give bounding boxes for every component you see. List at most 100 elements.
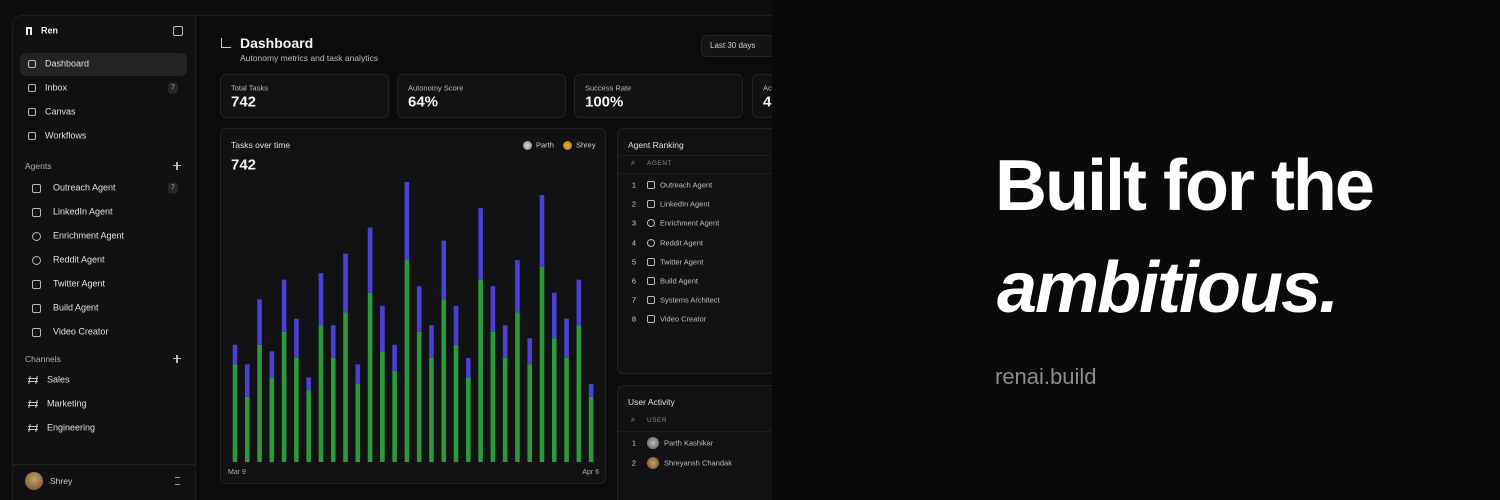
- user-menu-icon[interactable]: [175, 477, 180, 485]
- channel-label: Engineering: [47, 422, 96, 433]
- section-heading: Channels: [25, 353, 61, 364]
- bar-segment: [564, 318, 569, 358]
- page-subtitle: Autonomy metrics and task analytics: [240, 52, 378, 63]
- rank: 2: [631, 199, 637, 209]
- bar-segment: [244, 364, 250, 397]
- bar-segment: [269, 351, 275, 378]
- channel-item[interactable]: [20, 393, 187, 416]
- bar-segment: [343, 253, 348, 313]
- add-icon: [176, 354, 178, 363]
- card-title: Agent Ranking: [628, 139, 684, 150]
- agent-label: Build Agent: [53, 302, 99, 313]
- agent-label: Enrichment Agent: [53, 230, 125, 241]
- legend-avatar: [563, 141, 572, 150]
- bar-segment: [478, 279, 483, 462]
- bar-segment: [502, 325, 508, 358]
- app-screenshot: Ren Dashboard Inbox 7 Canvas Workflows Agents O…: [12, 15, 772, 500]
- channel-label: Sales: [47, 374, 70, 385]
- chart-total: 742: [231, 156, 257, 174]
- agent-name: Twitter Agent: [660, 257, 704, 267]
- bar-segment: [466, 357, 471, 378]
- legend-label: Shrey: [576, 140, 596, 150]
- icon: [647, 257, 655, 266]
- nav-label: Inbox: [45, 82, 68, 93]
- icon: [647, 296, 655, 305]
- bar-segment: [515, 260, 520, 313]
- range-label: Last 30 days: [710, 41, 756, 50]
- icon: [32, 183, 41, 193]
- channel-label: Marketing: [47, 398, 87, 409]
- brand-name: Ren: [41, 25, 59, 36]
- icon: [647, 277, 655, 285]
- icon: [647, 200, 655, 209]
- bar-segment: [380, 305, 385, 352]
- icon: [32, 303, 41, 313]
- rank: 1: [631, 438, 637, 448]
- icon: [32, 255, 41, 265]
- rank: 4: [631, 237, 637, 247]
- bar-segment: [404, 182, 410, 261]
- bar-segment: [527, 364, 533, 462]
- user-avatar: [647, 457, 659, 469]
- icon: [647, 315, 655, 324]
- x-tick-label: Mar 9: [228, 469, 246, 476]
- icon: [28, 60, 36, 68]
- rank: 5: [631, 257, 637, 267]
- bar-segment: [539, 266, 545, 462]
- user-name: Shreyansh Chandak: [664, 458, 732, 468]
- row-divider: [618, 431, 772, 432]
- nav-label: Canvas: [45, 106, 76, 117]
- bar-segment: [343, 312, 348, 462]
- activity-card: [617, 385, 772, 500]
- stat-card: [397, 74, 566, 118]
- bar-segment: [502, 357, 508, 462]
- user-name: Parth Kashikar: [664, 438, 714, 448]
- ranking-card: [617, 128, 772, 374]
- stat-value: 4: [763, 93, 772, 111]
- legend-avatar: [523, 141, 532, 150]
- nav-item[interactable]: [20, 53, 187, 76]
- agent-name: Build Agent: [660, 276, 698, 286]
- hash-icon: [28, 402, 38, 406]
- bar-segment: [318, 325, 324, 462]
- bar-segment: [367, 292, 373, 462]
- bar-segment: [588, 383, 594, 397]
- chart-plot: Mar 9 Apr 6: [228, 182, 599, 476]
- bar-segment: [429, 325, 434, 358]
- bar-segment: [257, 344, 262, 462]
- agent-name: Video Creator: [660, 314, 707, 324]
- column-header: #: [631, 416, 635, 424]
- bar-segment: [564, 357, 569, 462]
- icon: [647, 181, 655, 189]
- stat-label: Act: [763, 83, 772, 93]
- agent-name: Outreach Agent: [660, 180, 713, 190]
- icon: [647, 238, 655, 247]
- agent-label: Reddit Agent: [53, 254, 105, 265]
- channel-item[interactable]: [20, 369, 187, 392]
- agent-name: Enrichment Agent: [660, 218, 720, 228]
- user-avatar: [647, 437, 659, 449]
- sidebar-toggle[interactable]: [173, 26, 183, 36]
- icon: [647, 219, 655, 228]
- bar-segment: [392, 344, 397, 371]
- rank: 1: [631, 180, 637, 190]
- hash-icon: [28, 426, 38, 430]
- agent-name: LinkedIn Agent: [660, 199, 710, 209]
- agent-item[interactable]: [20, 297, 187, 320]
- bar-segment: [551, 292, 557, 339]
- channel-item[interactable]: [20, 417, 187, 440]
- range-dropdown[interactable]: [701, 35, 772, 57]
- user-name: Shrey: [50, 475, 73, 486]
- hero-heading-italic: ambitious.: [997, 248, 1339, 328]
- bar-segment: [355, 364, 361, 384]
- bar-segment: [466, 377, 471, 462]
- bar-segment: [490, 331, 496, 462]
- stat-card: [574, 74, 743, 118]
- stat-value: 64%: [408, 93, 439, 111]
- agent-label: Twitter Agent: [53, 278, 106, 289]
- bar-segment: [551, 338, 557, 462]
- agent-label: Outreach Agent: [53, 182, 116, 193]
- icon: [32, 207, 41, 217]
- bar-segment: [306, 390, 311, 462]
